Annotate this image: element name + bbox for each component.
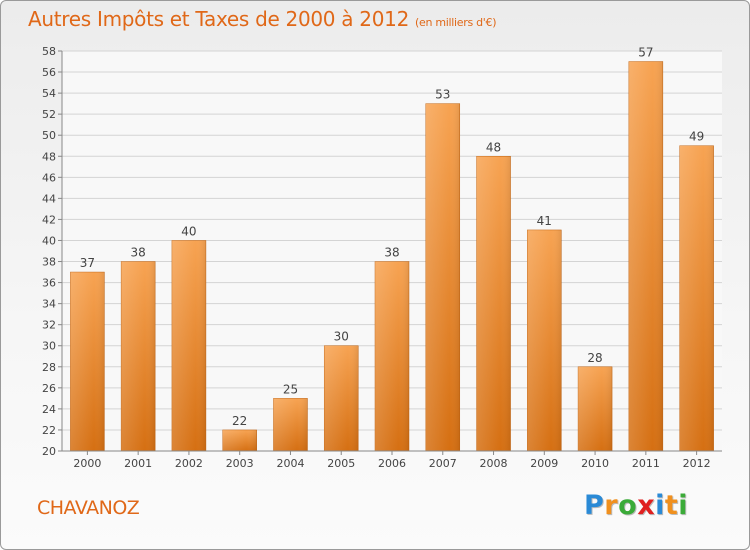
- chart-subtitle: (en milliers d'€): [415, 16, 497, 29]
- y-tick-label: 40: [42, 234, 56, 247]
- x-tick-label: 2005: [327, 457, 355, 470]
- bar-shade: [578, 366, 613, 451]
- bar-shade: [324, 345, 359, 451]
- data-label: 41: [537, 214, 552, 228]
- x-tick-label: 2010: [581, 457, 609, 470]
- bar-shade: [375, 261, 409, 451]
- proxiti-logo[interactable]: Proxiti: [584, 490, 688, 521]
- y-tick-label: 22: [42, 424, 56, 437]
- bar-shade: [527, 229, 562, 451]
- y-tick-label: 24: [42, 403, 56, 416]
- x-tick-label: 2002: [175, 457, 203, 470]
- y-tick-label: 38: [42, 256, 56, 269]
- bar-shade: [121, 261, 156, 451]
- data-label: 22: [232, 414, 247, 428]
- x-axis-ticks: 2000 2001 2002 2003 2004 2005 2006 2007 2008 2009…: [73, 451, 711, 470]
- data-label: 38: [384, 246, 399, 260]
- y-tick-label: 34: [42, 298, 56, 311]
- x-tick-label: 2011: [632, 457, 660, 470]
- chart-title: Autres Impôts et Taxes de 2000 à 2012 (en…: [28, 7, 496, 31]
- bar-shade: [679, 145, 714, 451]
- y-axis-ticks: 20 22 24 26 28 30 32 34 36 38 40 42 44 46 48 50 52 54 56 58: [42, 45, 62, 458]
- data-label: 40: [181, 224, 196, 238]
- y-tick-label: 28: [42, 361, 56, 374]
- logo-letter: r: [604, 490, 619, 521]
- data-label: 49: [689, 130, 704, 144]
- data-label: 48: [486, 140, 501, 154]
- y-tick-label: 42: [42, 213, 56, 226]
- title-main: Autres Impôts et Taxes de 2000 à 2012: [28, 7, 409, 31]
- y-tick-label: 50: [42, 129, 56, 142]
- bar-shade: [273, 398, 308, 451]
- y-tick-label: 30: [42, 340, 56, 353]
- x-tick-label: 2012: [683, 457, 711, 470]
- x-tick-label: 2001: [124, 457, 152, 470]
- y-tick-label: 20: [42, 445, 56, 458]
- x-tick-label: 2000: [73, 457, 101, 470]
- data-label: 37: [80, 256, 95, 270]
- commune-name: CHAVANOZ: [37, 497, 140, 519]
- y-tick-label: 32: [42, 319, 56, 332]
- x-tick-label: 2009: [530, 457, 558, 470]
- logo-letter: i: [678, 490, 689, 521]
- logo-letter: o: [618, 490, 638, 521]
- y-tick-label: 36: [42, 277, 56, 290]
- data-label: 30: [334, 330, 349, 344]
- logo-letter: i: [655, 490, 665, 521]
- bar-shade: [628, 61, 663, 452]
- logo-letter: P: [584, 490, 605, 521]
- data-label: 38: [131, 246, 146, 260]
- y-tick-label: 44: [42, 192, 56, 205]
- x-tick-label: 2007: [429, 457, 457, 470]
- bar-shade: [171, 240, 206, 451]
- y-tick-label: 48: [42, 150, 56, 163]
- y-tick-label: 26: [42, 382, 56, 395]
- bar-shade: [222, 429, 257, 451]
- bars: [70, 61, 714, 452]
- bar-shade: [476, 156, 511, 451]
- logo-letter: t: [664, 490, 679, 521]
- data-label: 25: [283, 382, 298, 396]
- y-tick-label: 54: [42, 87, 56, 100]
- data-label: 57: [638, 46, 653, 60]
- x-tick-label: 2008: [480, 457, 508, 470]
- data-label: 28: [587, 351, 602, 365]
- data-labels: 37 38 40 22 25 30 38 53 48 41 28 57 49: [80, 46, 705, 428]
- y-tick-label: 46: [42, 171, 56, 184]
- y-tick-label: 56: [42, 66, 56, 79]
- data-label: 53: [435, 88, 450, 102]
- y-tick-label: 52: [42, 108, 56, 121]
- bar-shade: [425, 103, 460, 451]
- bar-shade: [70, 272, 105, 451]
- x-tick-label: 2006: [378, 457, 406, 470]
- y-tick-label: 58: [42, 45, 56, 58]
- x-tick-label: 2004: [276, 457, 304, 470]
- logo-letter: x: [637, 490, 656, 521]
- x-tick-label: 2003: [226, 457, 254, 470]
